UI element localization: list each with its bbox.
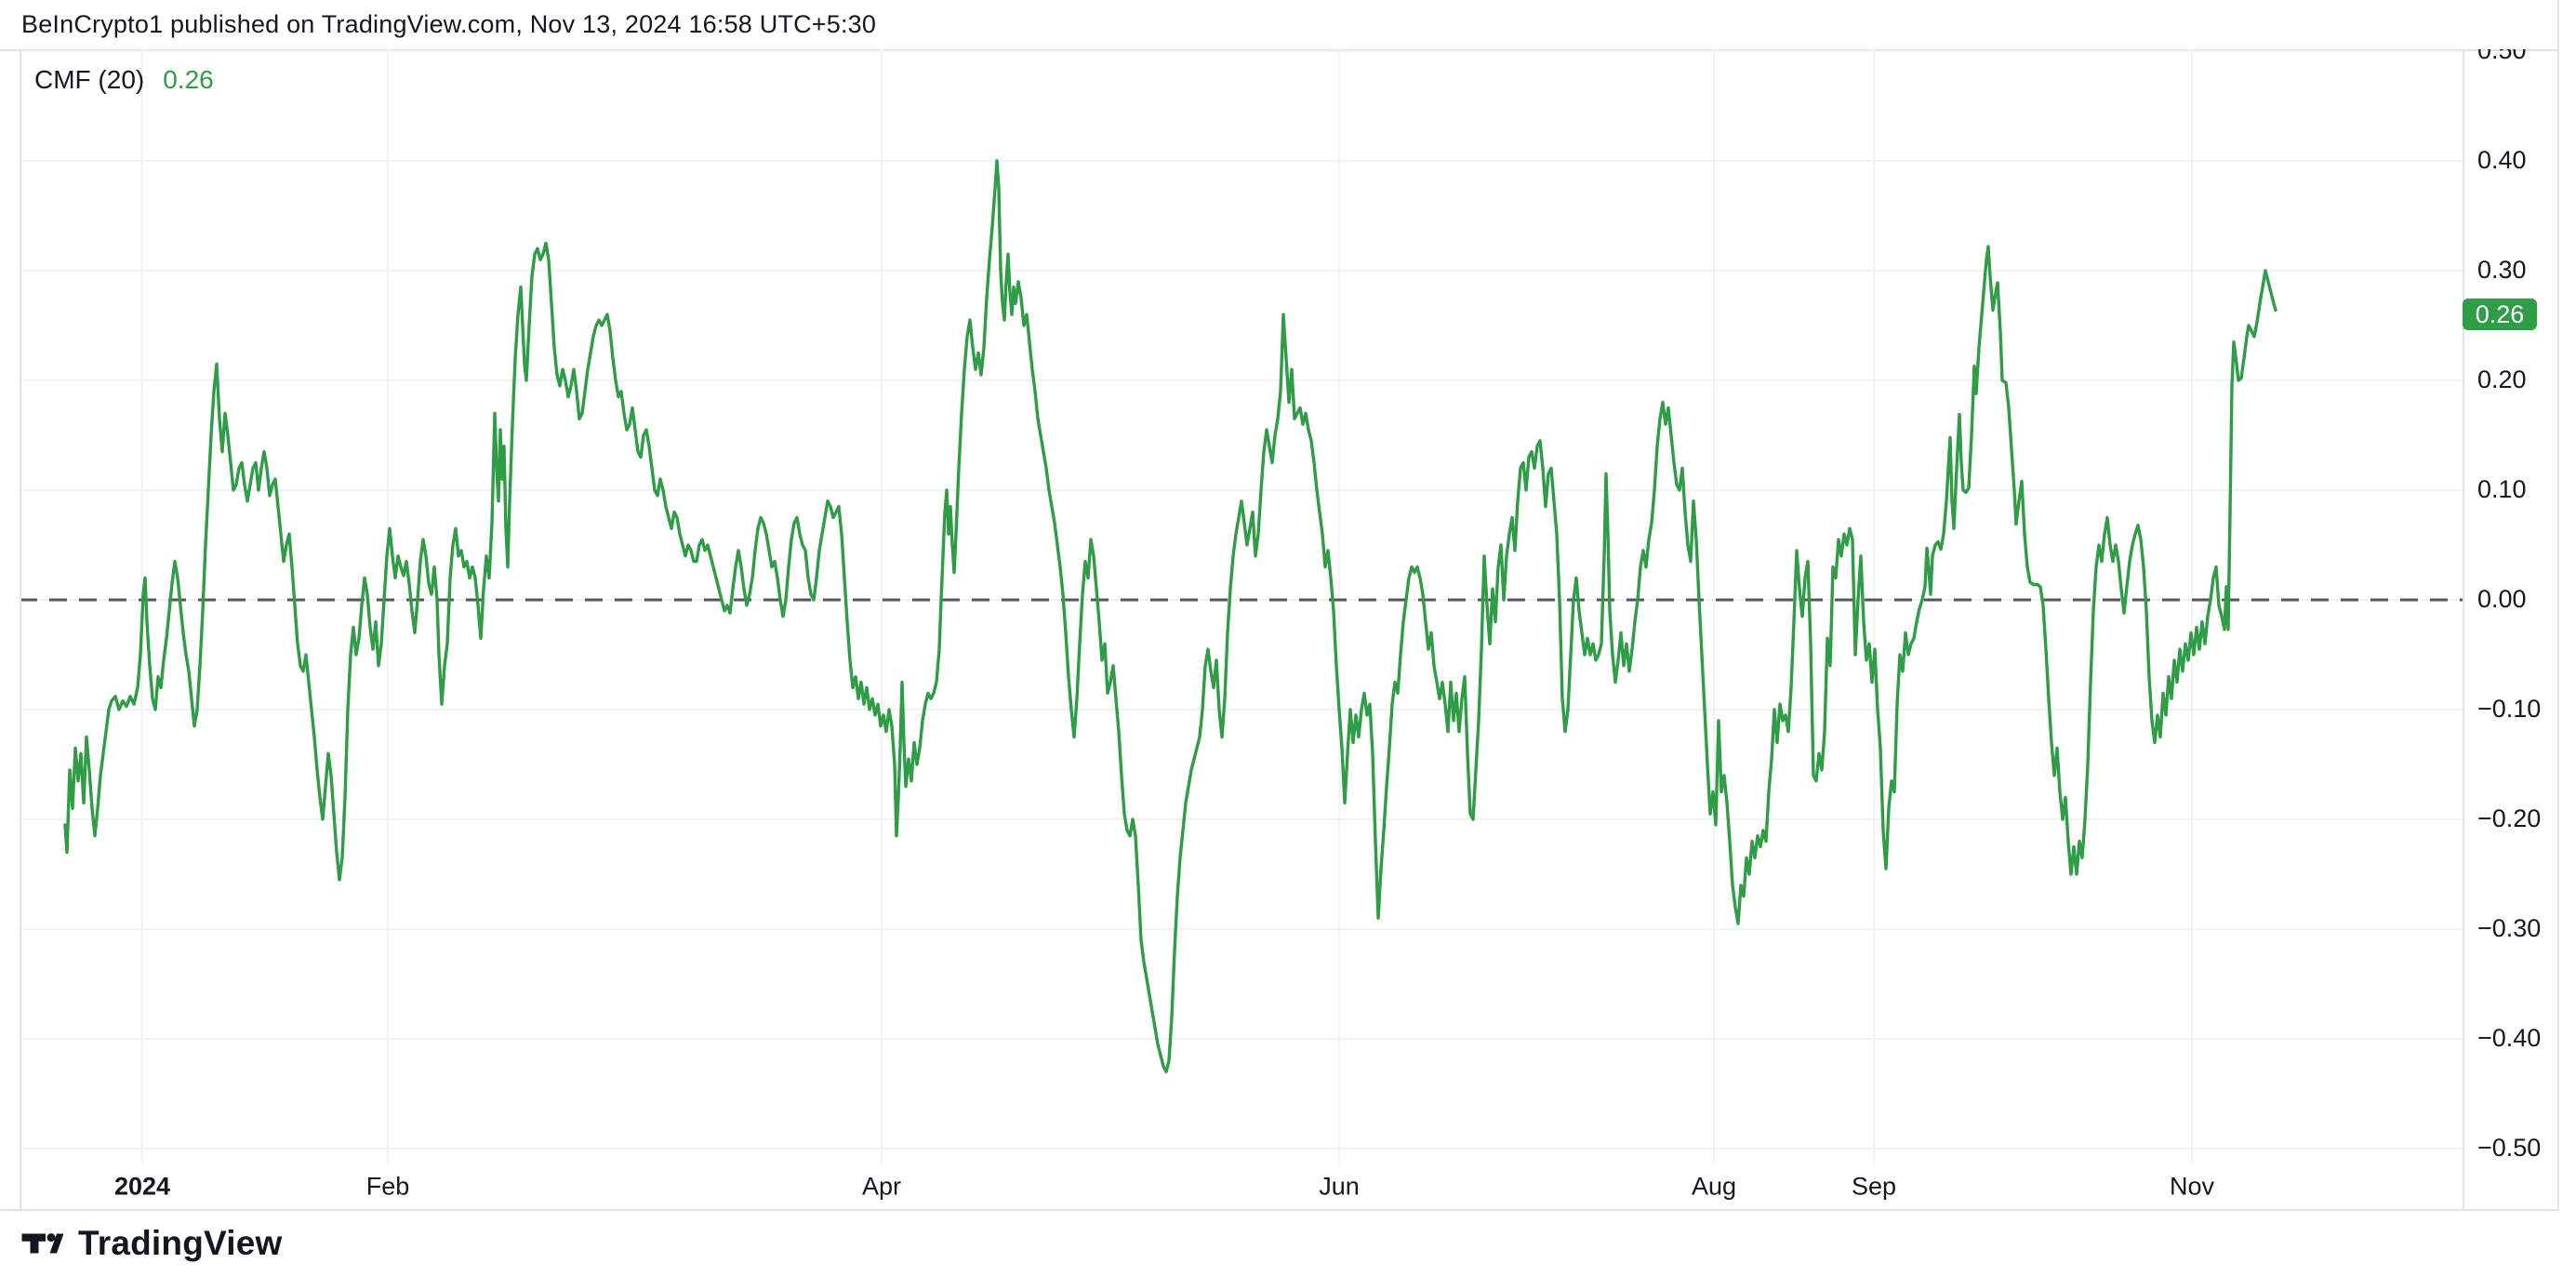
attribution-header: BeInCrypto1 published on TradingView.com… [21, 0, 876, 49]
price-scale-label: 0.40 [2477, 146, 2527, 174]
price-scale-label: −0.40 [2477, 1024, 2542, 1052]
price-scale-label: 0.20 [2477, 366, 2527, 393]
indicator-value: 0.26 [163, 65, 214, 94]
indicator-title: CMF (20) [34, 65, 145, 94]
plot-left-border [20, 49, 21, 1209]
snapshot-right-border [2557, 0, 2559, 1209]
time-axis[interactable]: 2024 Feb Apr Jun Aug Sep Nov [0, 1164, 2557, 1209]
price-scale[interactable]: 0.26 0.50 0.40 0.30 0.20 0.10 0.00 −0.10 −0.20 −… [2463, 49, 2557, 1209]
time-axis-label: Aug [1691, 1172, 1737, 1201]
time-axis-divider [0, 1209, 2559, 1211]
price-scale-label: −0.50 [2477, 1134, 2542, 1162]
price-scale-label: 0.50 [2477, 49, 2527, 64]
price-scale-label: 0.00 [2477, 585, 2527, 613]
tradingview-wordmark: TradingView [78, 1224, 283, 1262]
last-value-badge: 0.26 [2463, 299, 2537, 331]
tradingview-logo-icon [21, 1233, 64, 1254]
price-scale-label: −0.10 [2477, 695, 2542, 723]
price-scale-label: 0.10 [2477, 475, 2527, 503]
attribution-text: BeInCrypto1 published on TradingView.com… [21, 10, 877, 38]
time-axis-label: 2024 [113, 1172, 171, 1201]
tradingview-branding[interactable]: TradingView [20, 1224, 282, 1263]
time-axis-label: Apr [861, 1172, 902, 1201]
price-scale-label: −0.20 [2477, 804, 2542, 832]
time-axis-label: Feb [365, 1172, 410, 1201]
time-axis-label: Jun [1319, 1172, 1360, 1201]
price-scale-label: −0.30 [2477, 914, 2542, 942]
price-scale-border [2463, 49, 2464, 1209]
price-scale-label: 0.30 [2477, 256, 2527, 284]
chart-pane[interactable] [20, 49, 2463, 1164]
indicator-legend[interactable]: CMF (20) 0.26 [34, 65, 214, 95]
time-axis-label: Nov [2169, 1172, 2215, 1201]
time-axis-label: Sep [1851, 1172, 1897, 1201]
